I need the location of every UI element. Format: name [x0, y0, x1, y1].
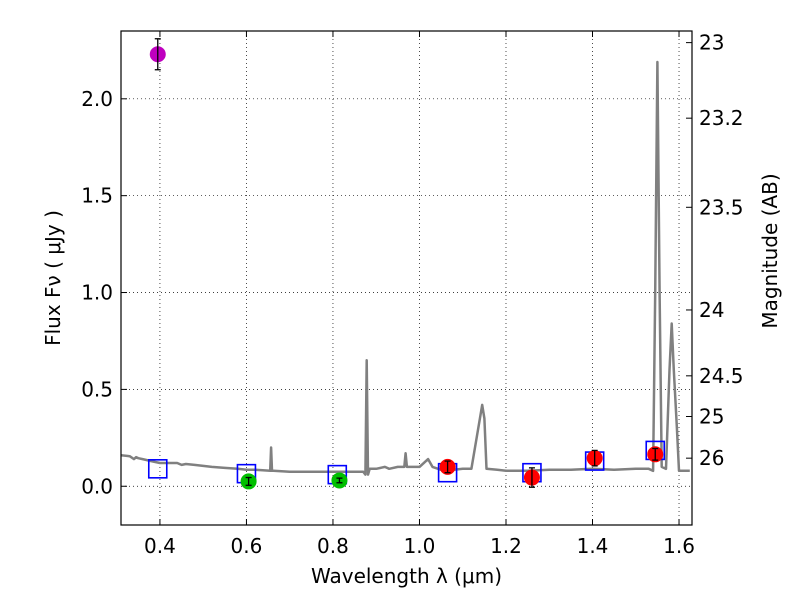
x-tick-label: 0.4 — [144, 534, 176, 558]
x-axis-title: Wavelength λ (μm) — [311, 564, 502, 588]
y2-axis-title: Magnitude (AB) — [758, 173, 782, 328]
x-tick-label: 0.6 — [231, 534, 263, 558]
axis-ticks: 0.4 0.6 0.8 1.0 1.2 1.4 1.6 0.0 0.5 1.0 1.5 2.0 23 23… — [81, 31, 743, 558]
x-tick-label: 1.4 — [577, 534, 609, 558]
plot-frame — [120, 30, 693, 526]
mag-tick-label: 23.5 — [699, 195, 744, 219]
y-tick-label: 0.5 — [81, 377, 113, 401]
model-photometry-square — [147, 459, 168, 479]
x-tick-label: 1.2 — [490, 534, 522, 558]
x-tick-label: 1.0 — [404, 534, 436, 558]
y-tick-label: 2.0 — [81, 87, 113, 111]
y-tick-label: 1.5 — [81, 184, 113, 208]
plot-area — [121, 38, 690, 490]
y-tick-label: 1.0 — [81, 281, 113, 305]
mag-tick-label: 24.5 — [699, 364, 744, 388]
x-tick-label: 0.8 — [317, 534, 349, 558]
x-tick-label: 1.6 — [663, 534, 695, 558]
y-tick-label: 0.0 — [81, 474, 113, 498]
mag-tick-label: 23.2 — [699, 106, 744, 130]
mag-tick-label: 24 — [699, 298, 724, 322]
mag-tick-label: 25 — [699, 405, 724, 429]
mag-tick-label: 23 — [699, 31, 724, 55]
y-axis-title: Flux Fν ( μJy ) — [41, 210, 65, 346]
mag-tick-label: 26 — [699, 446, 724, 470]
